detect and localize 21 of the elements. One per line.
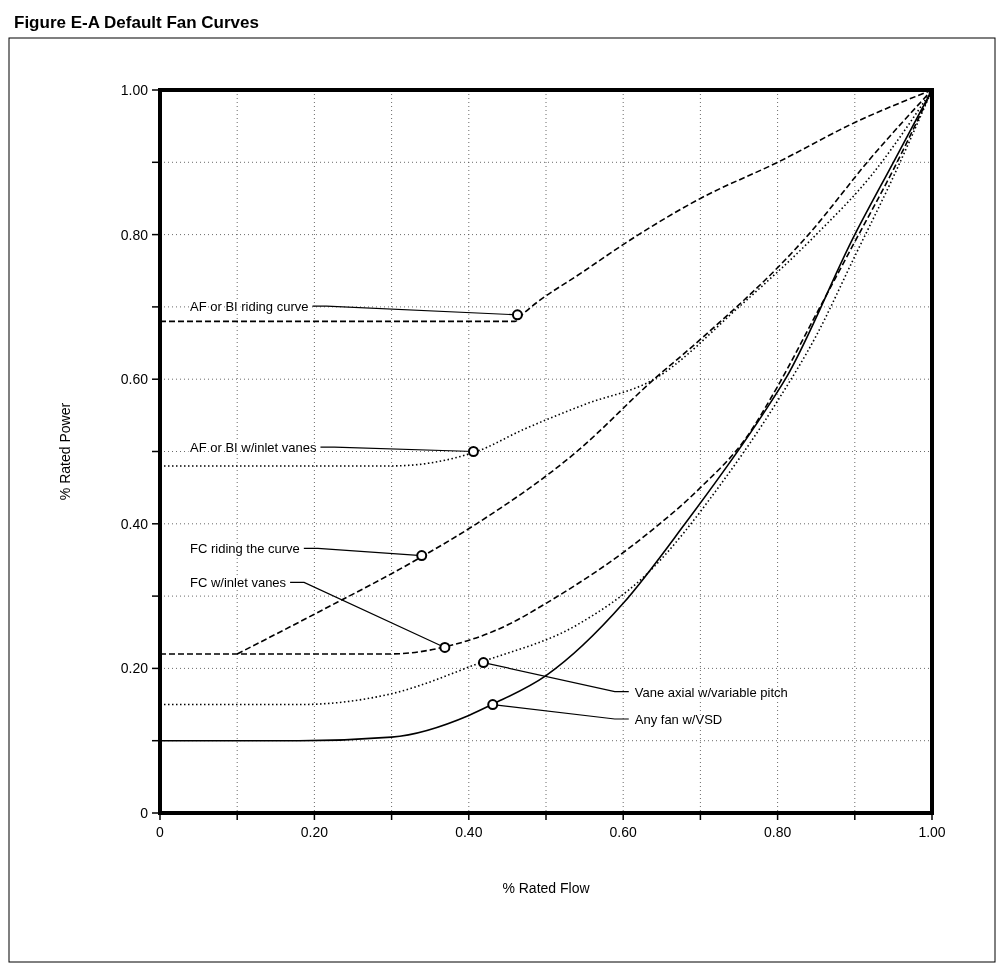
y-tick-label: 0.60	[120, 371, 149, 388]
x-tick-label: 1.00	[918, 824, 946, 840]
annotation: FC w/inlet vanes	[190, 575, 287, 591]
x-tick-label: 0.20	[300, 824, 329, 840]
annotation: AF or BI riding curve	[190, 299, 309, 315]
x-axis-title: % Rated Flow	[502, 880, 591, 896]
y-tick-label: 0.80	[120, 226, 149, 243]
y-tick-label: 0.40	[120, 515, 149, 532]
y-axis-title: % Rated Power	[57, 402, 73, 501]
chart-title: Figure E-A Default Fan Curves	[14, 13, 259, 32]
y-tick-label: 1.00	[120, 82, 149, 98]
x-tick-label: 0.40	[455, 824, 483, 840]
y-tick-label: 0.20	[120, 660, 149, 677]
x-tick-label: 0	[156, 824, 165, 840]
annotation: AF or BI w/inlet vanes	[190, 440, 317, 456]
annotation: Any fan w/VSD	[634, 712, 723, 728]
annotation: FC riding the curve	[190, 541, 300, 557]
y-tick-label: 0	[140, 805, 149, 821]
x-tick-label: 0.60	[609, 824, 638, 840]
annotation: Vane axial w/variable pitch	[634, 684, 788, 700]
x-tick-label: 0.80	[763, 824, 792, 840]
